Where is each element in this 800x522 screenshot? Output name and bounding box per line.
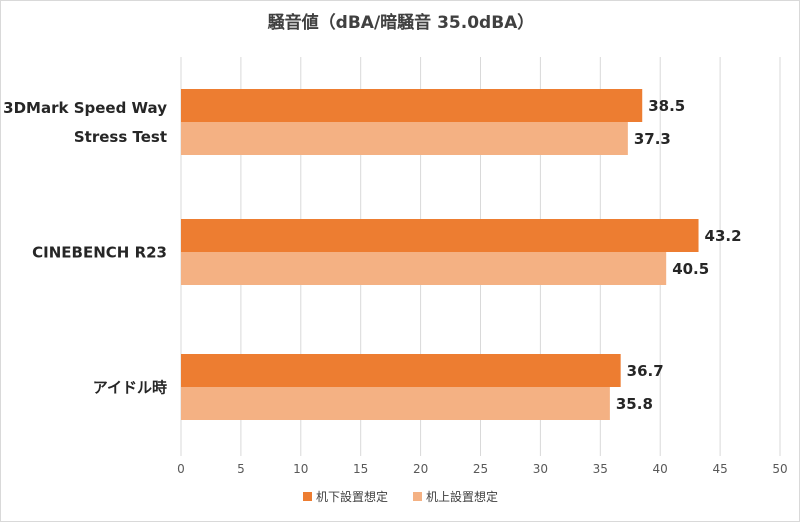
legend-label: 机上設置想定 [426, 489, 498, 504]
x-tick-label: 20 [413, 462, 428, 476]
data-label: 37.3 [634, 130, 671, 148]
x-tick-label: 35 [593, 462, 608, 476]
bar [181, 387, 610, 420]
data-label: 43.2 [705, 227, 742, 245]
legend-swatch [413, 492, 422, 501]
bars [181, 89, 699, 420]
x-tick-labels: 0 5 10 15 20 25 30 35 40 45 50 [177, 462, 787, 476]
category-label: アイドル時 [93, 379, 167, 397]
bar [181, 122, 628, 155]
x-tick-label: 40 [653, 462, 668, 476]
x-tick-label: 50 [772, 462, 787, 476]
data-label: 40.5 [672, 260, 709, 278]
x-tick-label: 25 [473, 462, 488, 476]
bar [181, 89, 643, 122]
category-labels: 3DMark Speed Way Stress Test CINEBENCH R23… [3, 99, 167, 397]
data-label: 35.8 [616, 395, 653, 413]
legend-label: 机下設置想定 [316, 489, 388, 504]
x-tick-label: 5 [237, 462, 245, 476]
data-labels: 38.5 37.3 43.2 40.5 36.7 35.8 [616, 97, 742, 413]
x-tick-label: 0 [177, 462, 185, 476]
bar [181, 354, 621, 387]
legend: 机下設置想定 机上設置想定 [303, 489, 498, 504]
x-tick-label: 45 [712, 462, 727, 476]
data-label: 36.7 [627, 362, 664, 380]
x-tick-label: 30 [533, 462, 548, 476]
legend-swatch [303, 492, 312, 501]
bar [181, 219, 699, 252]
data-label: 38.5 [648, 97, 685, 115]
category-label: CINEBENCH R23 [32, 244, 167, 262]
x-tick-label: 15 [353, 462, 368, 476]
chart-title: 騒音値（dBA/暗騒音 35.0dBA） [268, 12, 535, 33]
x-tick-label: 10 [293, 462, 308, 476]
category-label: 3DMark Speed Way Stress Test [3, 99, 167, 146]
bar [181, 252, 667, 285]
